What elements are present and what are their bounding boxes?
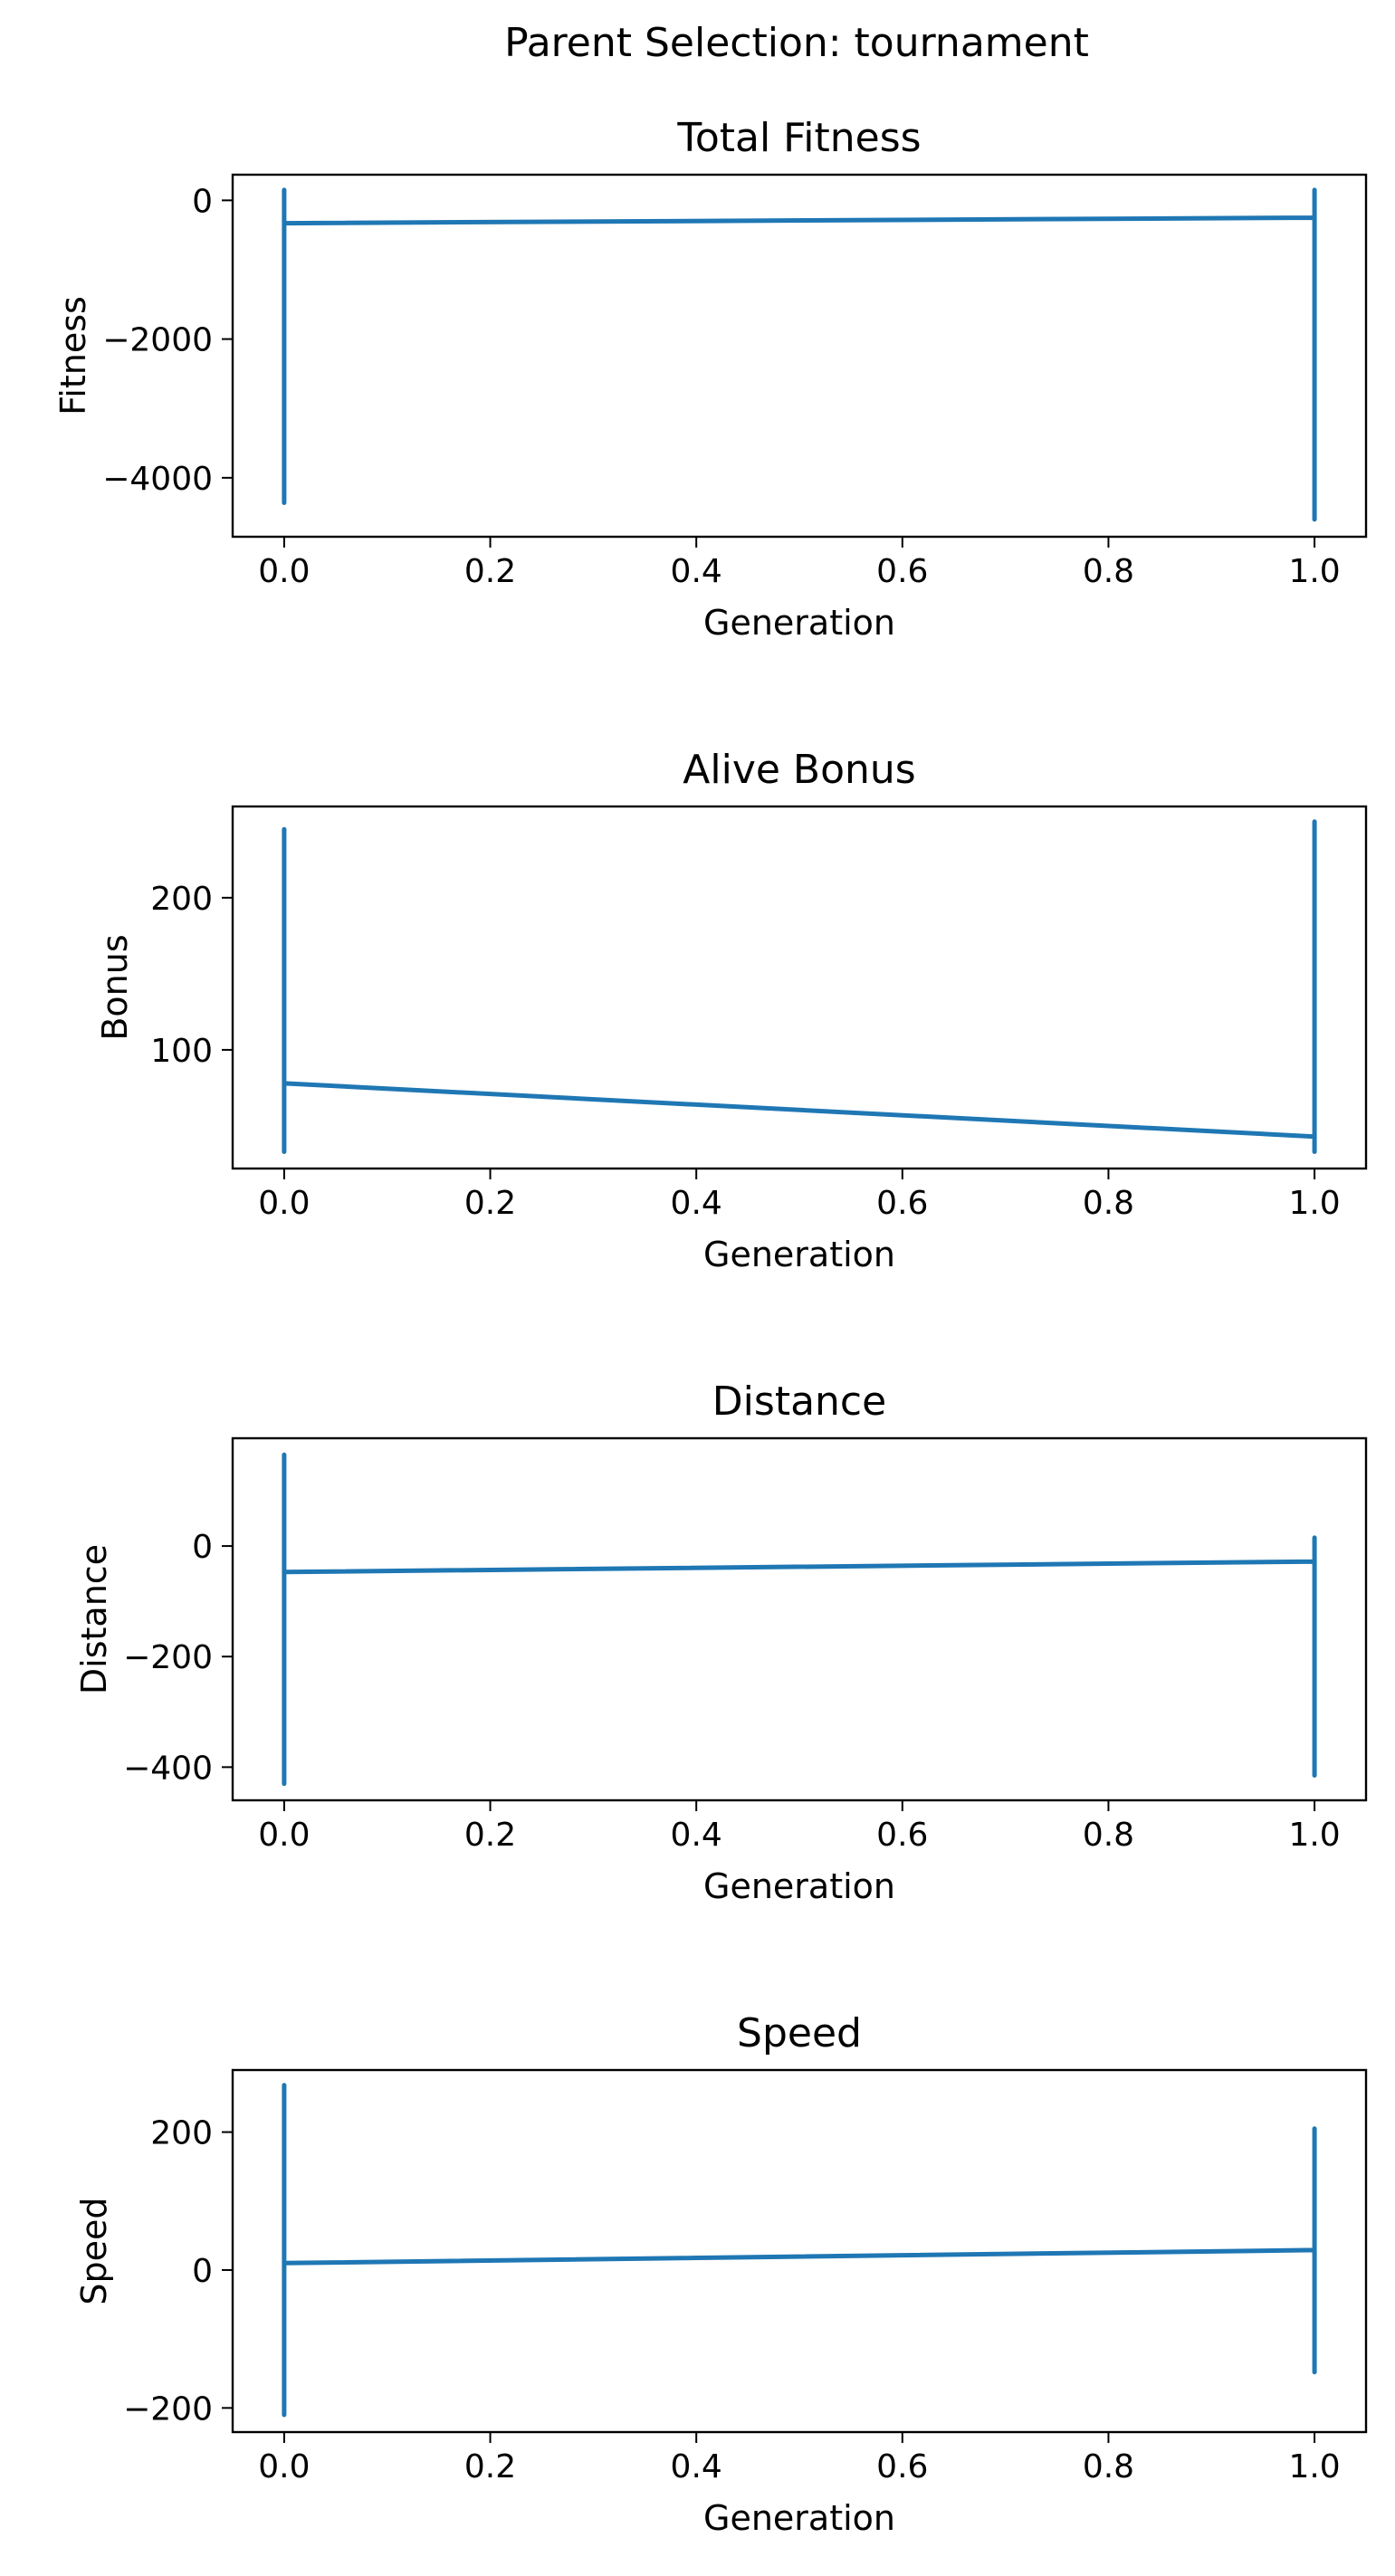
axes-frame [231,173,1368,539]
x-tick-label: 0.0 [258,1185,310,1222]
chart-panel-1: Total Fitness 0.0 0.2 0.4 0.6 0.8 1.0 0 −2000 −40… [53,115,1368,643]
x-axis-label: Generation [703,603,895,643]
x-tick-label: 0.8 [1083,2448,1134,2485]
x-tick-label: 0.2 [464,1185,516,1222]
axes-frame [231,805,1368,1170]
x-tick-label: 0.6 [876,1185,928,1222]
y-tick-label: −400 [123,1750,213,1787]
x-tick-label: 1.0 [1288,553,1340,590]
chart-panel-2: Alive Bonus 0.0 0.2 0.4 0.6 0.8 1.0 200 100 Gener… [95,747,1368,1274]
x-tick-label: 0.6 [876,1817,928,1854]
x-tick-label: 0.4 [671,1817,722,1854]
y-tick-label: −2000 [102,322,213,359]
y-tick-label: 100 [150,1033,213,1070]
y-tick-label: −4000 [102,461,213,498]
axes-frame [231,2068,1368,2434]
figure-suptitle: Parent Selection: tournament [504,20,1089,66]
series-line-1 [282,1452,1317,1787]
chart-panel-3: Distance 0.0 0.2 0.4 0.6 0.8 1.0 0 −200 −400 Gener… [74,1379,1368,1906]
chart-title: Alive Bonus [683,747,915,793]
chart-panel-4: Speed 0.0 0.2 0.4 0.6 0.8 1.0 200 0 −200 Generatio… [74,2010,1368,2538]
x-tick-label: 0.2 [464,1817,516,1854]
x-tick-label: 0.8 [1083,553,1134,590]
x-tick-label: 1.0 [1288,2448,1340,2485]
y-axis-label: Speed [74,2197,114,2304]
y-tick-label: −200 [123,2390,213,2428]
x-tick-label: 0.6 [876,553,928,590]
x-tick-label: 0.4 [671,2448,722,2485]
x-tick-label: 0.2 [464,553,516,590]
x-tick-label: 0.2 [464,2448,516,2485]
x-tick-label: 1.0 [1288,1817,1340,1854]
y-axis-label: Bonus [95,934,135,1040]
x-axis-label: Generation [703,1235,895,1274]
x-axis-label: Generation [703,2498,895,2538]
y-tick-label: 200 [150,2115,213,2152]
x-tick-label: 0.4 [671,553,722,590]
y-tick-label: 200 [150,881,213,918]
chart-title: Speed [737,2010,862,2056]
axes-frame [231,1436,1368,1802]
y-tick-label: 0 [192,1529,213,1566]
x-tick-label: 0.0 [258,1817,310,1854]
y-axis-label: Fitness [53,296,93,415]
y-tick-label: 0 [192,183,213,220]
x-tick-label: 0.6 [876,2448,928,2485]
series-line-1 [282,819,1317,1154]
x-tick-label: 0.8 [1083,1185,1134,1222]
x-tick-label: 1.0 [1288,1185,1340,1222]
chart-title: Distance [712,1379,886,1425]
y-axis-label: Distance [74,1544,114,1694]
x-tick-label: 0.4 [671,1185,722,1222]
x-axis-label: Generation [703,1866,895,1906]
y-tick-label: −200 [123,1639,213,1676]
y-tick-label: 0 [192,2253,213,2290]
x-tick-label: 0.0 [258,553,310,590]
x-tick-label: 0.8 [1083,1817,1134,1854]
chart-title: Total Fitness [676,115,921,161]
x-tick-label: 0.0 [258,2448,310,2485]
series-line-1 [282,187,1317,522]
series-line-1 [282,2083,1317,2418]
